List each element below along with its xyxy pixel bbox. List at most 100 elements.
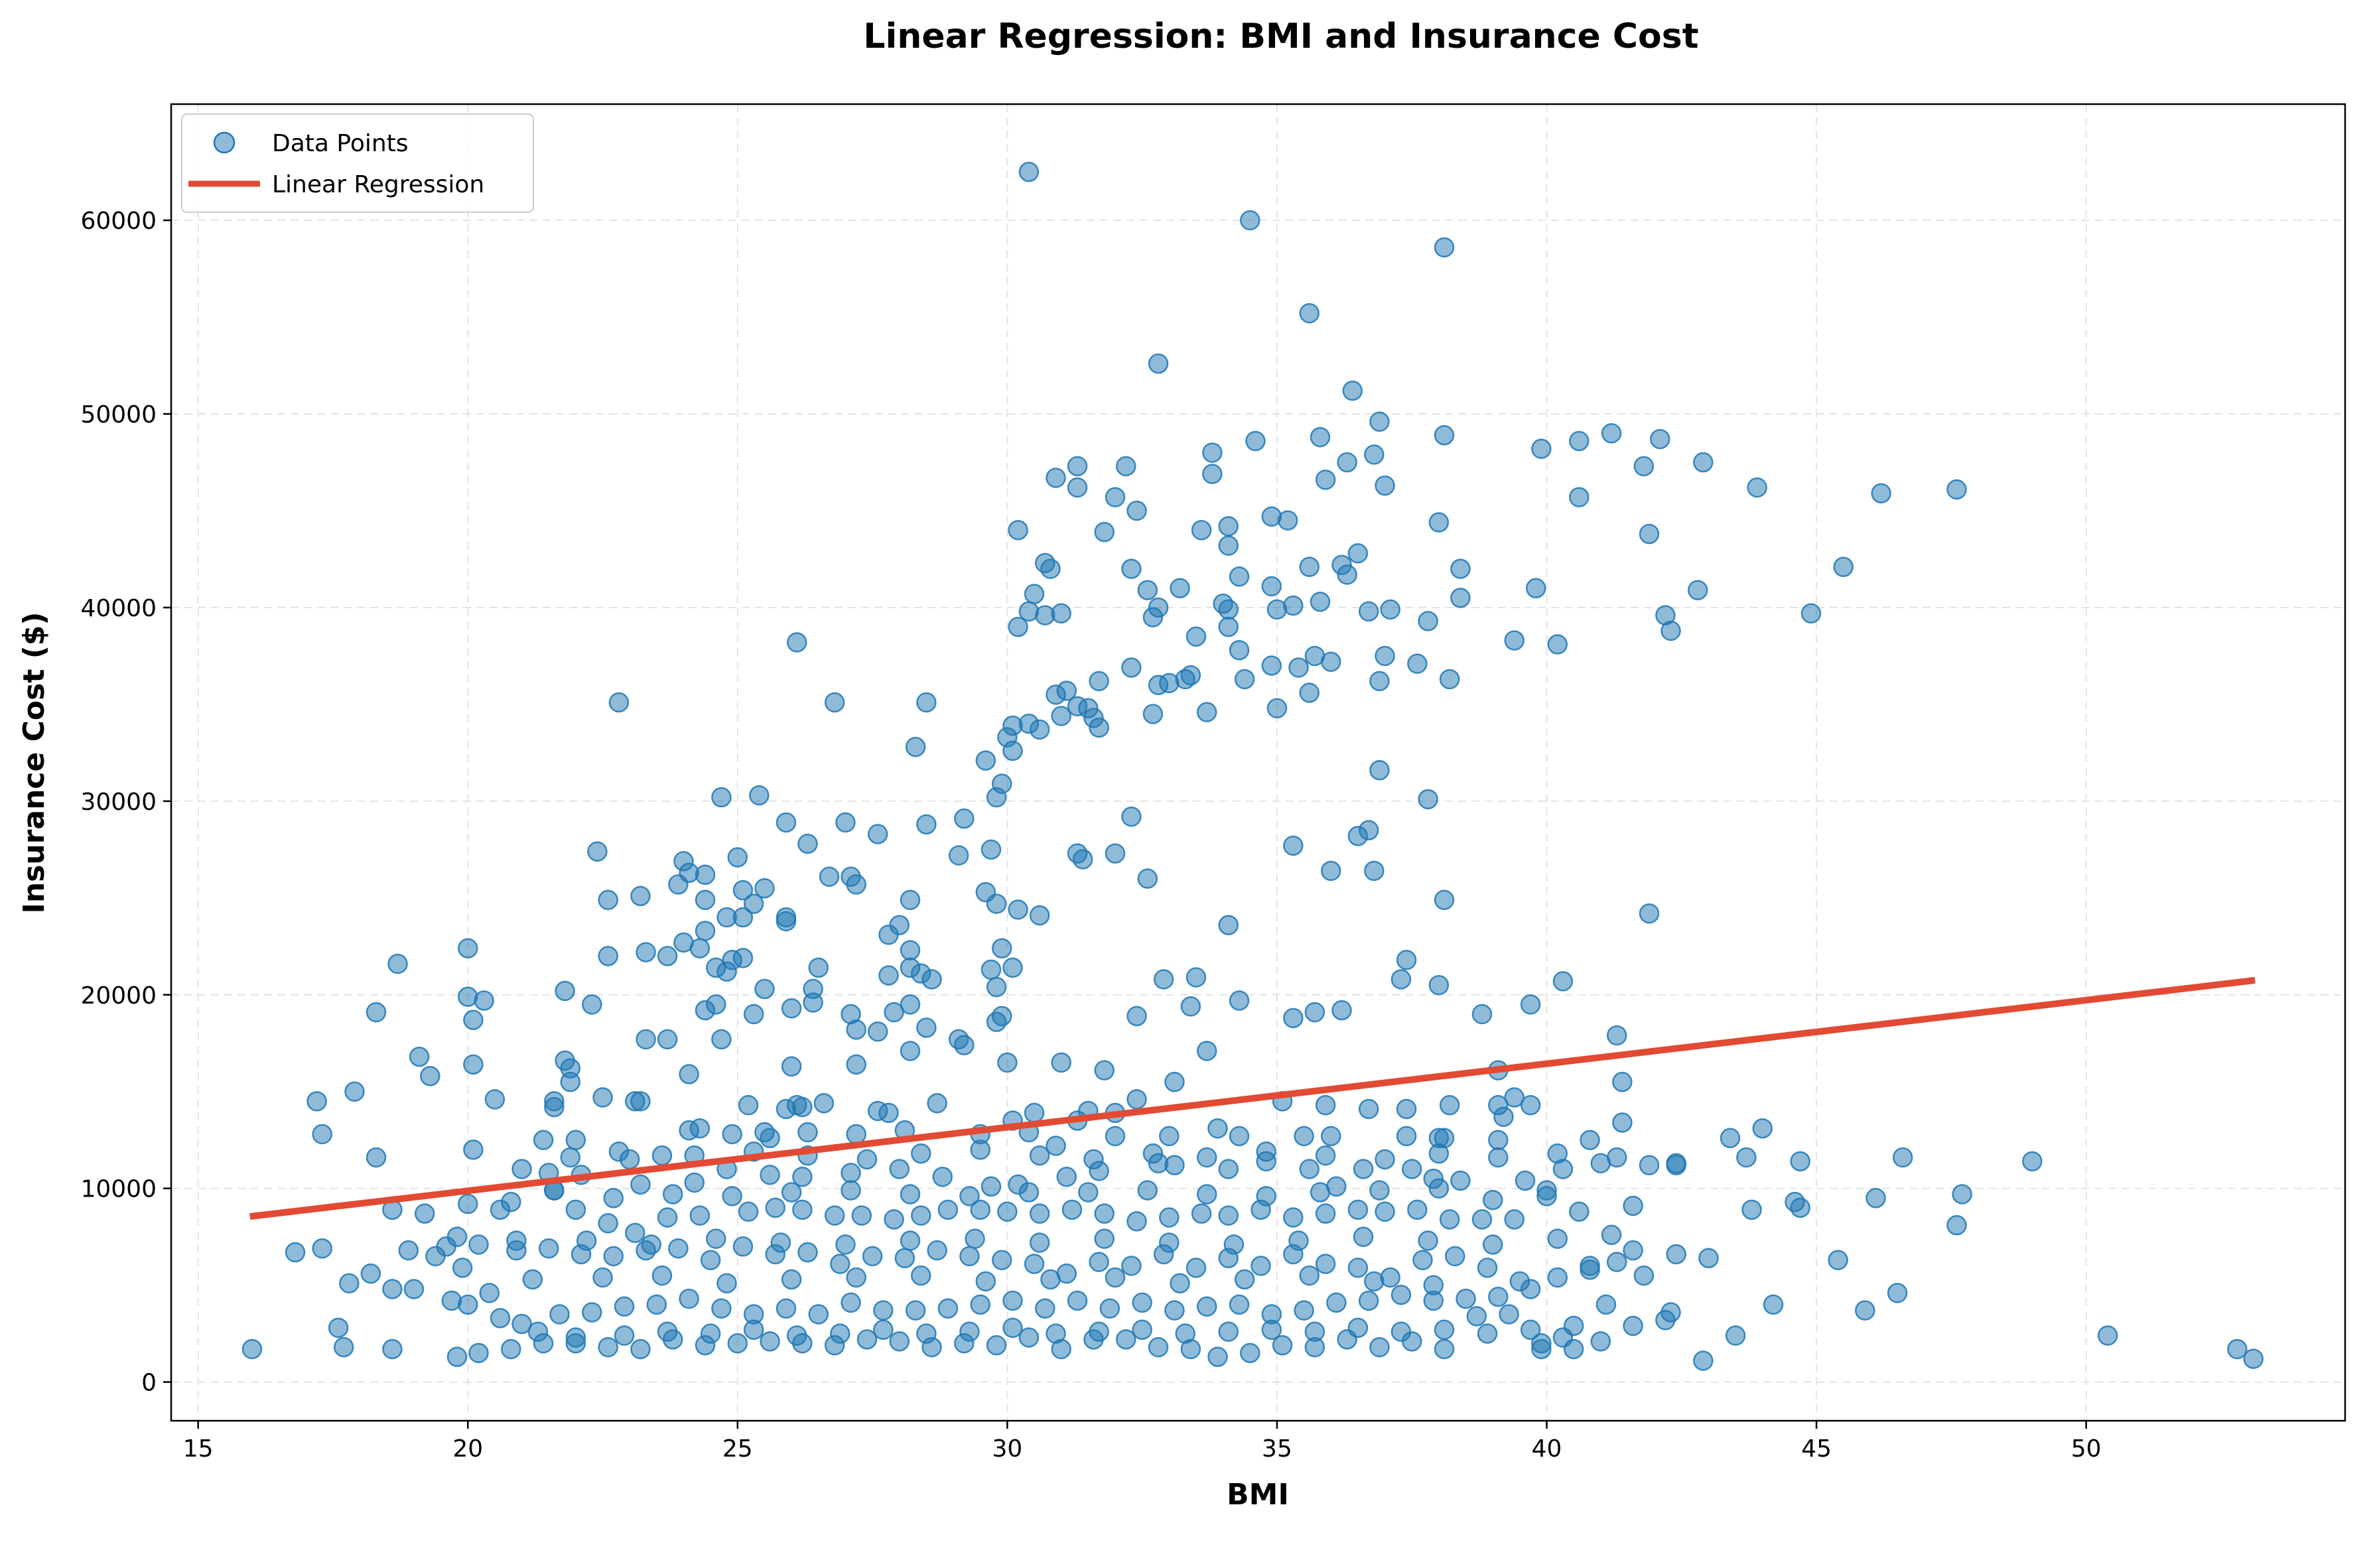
data-point (382, 1339, 403, 1360)
data-point (1294, 1126, 1314, 1147)
data-point (1763, 1294, 1784, 1315)
data-point (1175, 1323, 1195, 1344)
data-point (1693, 1350, 1714, 1371)
data-point (959, 1186, 980, 1207)
data-point (1126, 1089, 1147, 1110)
data-point (1159, 673, 1180, 694)
data-point (1229, 990, 1250, 1011)
data-point (1439, 1094, 1460, 1116)
data-point (797, 833, 818, 854)
data-point (1800, 603, 1822, 623)
data-point (841, 1163, 861, 1183)
data-point (1563, 1339, 1584, 1360)
data-point (630, 885, 651, 907)
data-point (457, 1294, 478, 1315)
data-point (1310, 591, 1331, 612)
data-point (1407, 1199, 1428, 1220)
data-point (1855, 1300, 1875, 1321)
data-point (2243, 1348, 2264, 1369)
data-point (1315, 470, 1336, 490)
data-point (1197, 1041, 1217, 1061)
data-point (846, 1267, 866, 1288)
data-point (824, 1205, 845, 1226)
data-point (1434, 1319, 1455, 1340)
data-point (1094, 1203, 1115, 1224)
data-point (1331, 1000, 1352, 1021)
data-point (689, 1118, 710, 1139)
data-point (1018, 1327, 1040, 1348)
data-point (894, 1248, 915, 1269)
data-point (1164, 1071, 1185, 1092)
data-point (1364, 1271, 1385, 1292)
data-point (1046, 1323, 1066, 1344)
data-point (1061, 1199, 1083, 1220)
data-point (1197, 1147, 1217, 1168)
data-point (344, 1081, 365, 1102)
data-point (1315, 1145, 1336, 1166)
data-point (560, 1147, 580, 1168)
data-point (1493, 1106, 1514, 1127)
data-point (1159, 1232, 1180, 1253)
data-point (975, 1271, 996, 1292)
legend: Data Points Linear Regression (181, 113, 534, 213)
data-point (900, 940, 921, 960)
data-point (743, 893, 764, 914)
data-points (241, 161, 2264, 1371)
data-point (1288, 657, 1309, 678)
data-point (598, 889, 618, 911)
data-point (1024, 584, 1045, 604)
data-point (1310, 426, 1331, 448)
data-point (1148, 353, 1169, 374)
data-point (1029, 1203, 1050, 1224)
data-point (1358, 1290, 1379, 1311)
data-point (841, 1292, 861, 1313)
legend-label-linear-regression: Linear Regression (272, 171, 484, 198)
data-point (1698, 1248, 1719, 1269)
data-point (1601, 1224, 1622, 1246)
data-point (1601, 423, 1622, 444)
data-point (625, 1222, 645, 1244)
data-point (754, 878, 775, 899)
data-point (1499, 1304, 1519, 1325)
data-point (1434, 237, 1455, 258)
data-point (1197, 1296, 1217, 1317)
data-point (1266, 698, 1288, 719)
data-point (576, 1230, 597, 1251)
data-point (484, 1089, 506, 1110)
data-point (980, 839, 1002, 860)
data-point (1148, 1337, 1169, 1358)
data-point (398, 1240, 419, 1261)
data-point (711, 1029, 732, 1050)
data-point (420, 1066, 440, 1086)
data-point (905, 1300, 926, 1321)
data-point (1051, 1052, 1071, 1073)
data-point (1299, 1265, 1319, 1286)
data-point (1606, 1025, 1627, 1046)
data-point (549, 1304, 570, 1325)
data-point (722, 1124, 742, 1145)
data-point (986, 1335, 1007, 1356)
data-point (1428, 512, 1450, 533)
data-point (339, 1273, 360, 1293)
data-point (1256, 1151, 1276, 1172)
data-point (306, 1091, 327, 1112)
data-point (1375, 645, 1395, 667)
data-point (382, 1279, 403, 1299)
data-point (1207, 1118, 1228, 1139)
data-point (965, 1228, 985, 1249)
data-point (511, 1313, 532, 1335)
x-tick-label: 40 (1532, 1435, 1562, 1463)
data-point (695, 889, 716, 911)
data-point (813, 1093, 835, 1114)
data-point (603, 1188, 624, 1209)
data-point (911, 1143, 931, 1164)
data-point (970, 1199, 990, 1220)
data-point (830, 1254, 850, 1274)
data-point (603, 1246, 624, 1267)
data-point (1439, 669, 1460, 690)
data-point (533, 1130, 554, 1150)
data-point (457, 938, 478, 958)
data-point (1720, 1128, 1741, 1149)
data-point (862, 1246, 883, 1267)
